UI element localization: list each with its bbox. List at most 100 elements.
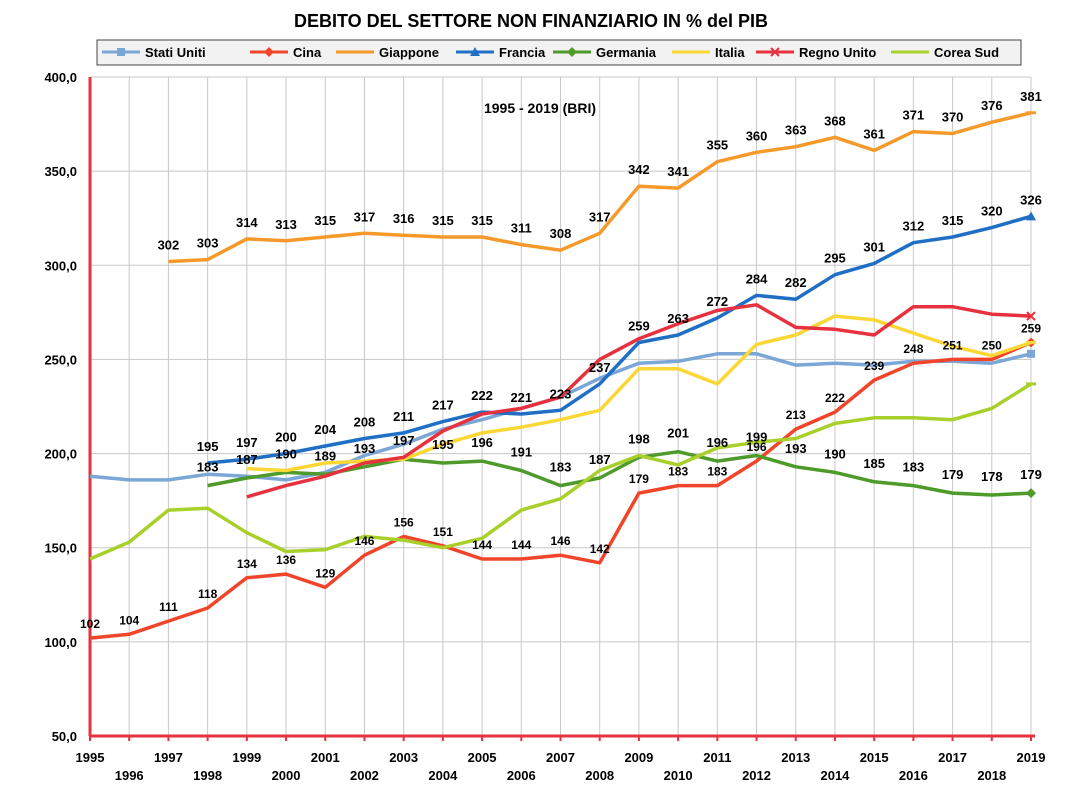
data-label-giappone: 341 — [667, 164, 689, 179]
legend-label-regno-unito: Regno Unito — [799, 45, 876, 60]
data-label-cina: 144 — [511, 538, 531, 552]
x-tick-label: 2015 — [860, 750, 889, 765]
data-label-cina: 102 — [80, 617, 100, 631]
data-label-cina: 142 — [590, 542, 610, 556]
series-group — [89, 111, 1036, 640]
data-label-germania: 191 — [510, 445, 532, 460]
data-label-cina: 196 — [747, 440, 767, 454]
legend-label-cina: Cina — [293, 45, 322, 60]
data-label-cina: 248 — [903, 342, 923, 356]
data-label-francia: 211 — [393, 409, 414, 424]
data-label-francia: 263 — [667, 311, 689, 326]
data-label-francia: 315 — [942, 213, 964, 228]
data-label-giappone: 315 — [314, 213, 336, 228]
y-tick-label: 50,0 — [52, 729, 77, 744]
data-label-germania: 193 — [354, 441, 376, 456]
point-germania — [1026, 488, 1036, 499]
x-tick-label: 2008 — [585, 768, 614, 783]
x-tick-label: 2012 — [742, 768, 771, 783]
data-label-giappone: 311 — [511, 221, 532, 236]
data-label-cina: 134 — [237, 557, 257, 571]
x-tick-label: 2002 — [350, 768, 379, 783]
x-tick-label: 2017 — [938, 750, 967, 765]
legend-marker-germania — [567, 47, 577, 57]
x-tick-label: 2010 — [664, 768, 693, 783]
data-label-francia: 301 — [863, 239, 885, 254]
data-label-germania: 187 — [589, 452, 611, 467]
series-line-giappone — [168, 111, 1032, 264]
x-tick-label: 2011 — [703, 750, 731, 765]
x-tick-label: 1999 — [232, 750, 261, 765]
legend-marker-cina — [264, 47, 274, 57]
x-tick-label: 2003 — [389, 750, 418, 765]
grid — [90, 76, 1032, 736]
data-label-germania: 178 — [981, 469, 1003, 484]
x-tick-label: 2018 — [977, 768, 1006, 783]
data-label-cina: 111 — [159, 600, 178, 614]
data-label-germania: 189 — [314, 448, 336, 463]
x-tick-label: 2004 — [428, 768, 458, 783]
x-tick-label: 2013 — [781, 750, 810, 765]
y-tick-label: 200,0 — [44, 447, 77, 462]
y-tick-label: 100,0 — [44, 635, 77, 650]
data-label-germania: 185 — [863, 456, 885, 471]
data-label-cina: 250 — [982, 338, 1002, 352]
series-line-cina — [89, 340, 1032, 640]
legend-label-italia: Italia — [715, 45, 745, 60]
chart-subtitle: 1995 - 2019 (BRI) — [484, 100, 596, 116]
point-francia — [1026, 211, 1036, 221]
data-label-cina: 104 — [119, 613, 139, 627]
data-label-cina: 118 — [198, 587, 218, 601]
y-tick-label: 350,0 — [44, 164, 77, 179]
data-label-cina: 129 — [315, 566, 335, 580]
legend-label-francia: Francia — [499, 45, 546, 60]
data-label-giappone: 370 — [942, 109, 964, 124]
data-label-germania: 198 — [628, 431, 650, 446]
data-label-cina: 251 — [943, 338, 963, 352]
data-label-giappone: 381 — [1020, 89, 1042, 104]
data-label-giappone: 360 — [746, 128, 768, 143]
data-label-giappone: 361 — [863, 126, 885, 141]
x-tick-label: 1996 — [115, 768, 144, 783]
data-label-giappone: 314 — [236, 215, 258, 230]
legend-marker-francia — [470, 47, 480, 56]
data-label-germania: 195 — [432, 437, 454, 452]
legend-label-stati-uniti: Stati Uniti — [145, 45, 206, 60]
data-label-giappone: 363 — [785, 123, 807, 138]
x-tick-label: 1998 — [193, 768, 222, 783]
data-label-germania: 190 — [275, 446, 297, 461]
x-tick-label: 2009 — [624, 750, 653, 765]
series-line-francia — [207, 214, 1032, 465]
data-label-germania: 201 — [667, 426, 689, 441]
data-label-germania: 183 — [903, 460, 925, 475]
data-label-cina: 136 — [276, 553, 296, 567]
data-label-cina: 151 — [433, 525, 453, 539]
data-label-francia: 221 — [510, 390, 532, 405]
data-label-germania: 187 — [236, 452, 258, 467]
data-label-francia: 284 — [746, 271, 768, 286]
data-label-francia: 326 — [1020, 192, 1042, 207]
x-tick-label: 1997 — [154, 750, 183, 765]
data-label-giappone: 308 — [550, 226, 572, 241]
x-tick-label: 1995 — [76, 750, 105, 765]
data-label-francia: 204 — [314, 422, 336, 437]
data-label-francia: 222 — [471, 388, 493, 403]
data-label-cina: 144 — [472, 538, 492, 552]
series-line-regno-unito — [246, 303, 1032, 499]
data-label-francia: 312 — [903, 219, 925, 234]
legend-label-germania: Germania — [596, 45, 657, 60]
data-label-germania: 199 — [746, 429, 768, 444]
data-label-francia: 320 — [981, 204, 1003, 219]
y-tick-label: 150,0 — [44, 541, 77, 556]
data-label-francia: 272 — [706, 294, 728, 309]
y-tick-label: 250,0 — [44, 352, 77, 367]
legend: Stati Uniti Cina Giappone Francia Germania It… — [96, 39, 1022, 66]
data-label-germania: 196 — [471, 435, 493, 450]
data-label-giappone: 302 — [158, 238, 180, 253]
data-label-francia: 295 — [824, 251, 846, 266]
data-label-francia: 223 — [550, 386, 572, 401]
data-label-giappone: 371 — [903, 108, 925, 123]
x-tick-label: 2006 — [507, 768, 536, 783]
data-label-cina: 179 — [629, 472, 649, 486]
data-label-cina: 156 — [394, 515, 414, 529]
